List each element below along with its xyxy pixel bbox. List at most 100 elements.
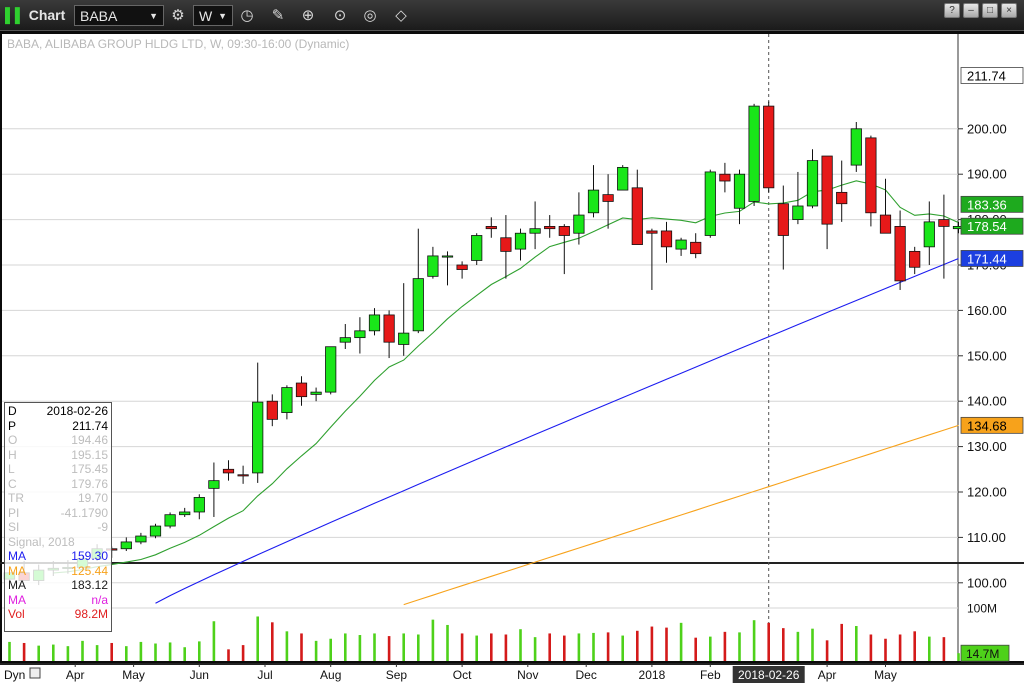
dynamic-mode-label[interactable]: Dyn <box>4 668 25 682</box>
price-chart[interactable]: 100.00 110.00 120.00 130.00 140.00 150.00 160.… <box>0 31 1024 684</box>
candle[interactable] <box>690 233 702 259</box>
eraser-icon[interactable]: ◇ <box>395 7 407 24</box>
candle[interactable] <box>354 317 366 354</box>
candle[interactable] <box>471 233 483 265</box>
crosshair-icon[interactable]: ⊙ <box>333 7 347 24</box>
symbol-value: BABA <box>80 8 118 24</box>
volume-bar <box>125 646 128 661</box>
candle-body <box>544 226 556 230</box>
candle[interactable] <box>281 385 293 420</box>
candle[interactable] <box>558 224 570 275</box>
candle[interactable] <box>441 251 454 286</box>
candle[interactable] <box>821 155 833 250</box>
x-tick-label: May <box>122 668 145 682</box>
volume-pane[interactable] <box>2 564 958 661</box>
candle[interactable] <box>135 532 147 545</box>
candle[interactable] <box>675 237 687 256</box>
candle[interactable] <box>879 178 892 234</box>
volume-bar <box>752 620 756 661</box>
symbol-input[interactable]: BABA ▼ <box>74 5 164 26</box>
candle[interactable] <box>149 523 162 539</box>
candle[interactable] <box>208 462 220 517</box>
candle-body <box>339 337 351 343</box>
volume-bar <box>329 638 332 661</box>
dropdown-icon[interactable]: ▼ <box>218 11 227 21</box>
candle[interactable] <box>573 192 585 245</box>
volume-bar <box>314 640 318 661</box>
candle[interactable] <box>295 376 308 406</box>
candle[interactable] <box>923 201 935 265</box>
pencil-icon[interactable]: ✎ <box>271 7 285 24</box>
candle[interactable] <box>222 460 235 481</box>
candle[interactable] <box>485 217 497 238</box>
price-axis <box>958 34 1024 661</box>
candle[interactable] <box>368 308 381 336</box>
candle[interactable] <box>748 103 760 206</box>
candle[interactable] <box>792 171 804 225</box>
candle[interactable] <box>587 165 600 218</box>
candle[interactable] <box>514 228 527 261</box>
candle[interactable] <box>325 346 337 395</box>
candle[interactable] <box>806 149 819 209</box>
clock-icon[interactable]: ◷ <box>240 7 254 24</box>
candle-body <box>529 228 541 234</box>
data-window-label: MA <box>8 592 26 607</box>
candle[interactable] <box>733 169 746 225</box>
candle[interactable] <box>836 160 848 222</box>
candle[interactable] <box>398 283 410 356</box>
candle[interactable] <box>456 261 468 279</box>
candle-body <box>295 382 308 398</box>
interval-select[interactable]: W ▼ <box>193 5 233 26</box>
candle[interactable] <box>164 512 176 529</box>
maximize-button[interactable]: □ <box>982 3 998 18</box>
data-window-label: C <box>8 476 17 491</box>
candle[interactable] <box>646 228 658 290</box>
candle[interactable] <box>704 169 716 238</box>
candle[interactable] <box>631 169 643 245</box>
candle[interactable] <box>617 165 629 191</box>
candle[interactable] <box>120 537 132 552</box>
dropdown-icon[interactable]: ▼ <box>149 11 158 21</box>
candle[interactable] <box>777 185 789 270</box>
candle[interactable] <box>339 324 351 349</box>
price-pane[interactable] <box>2 34 958 562</box>
candle[interactable] <box>894 210 906 290</box>
candle[interactable] <box>500 215 512 279</box>
mode-icon[interactable] <box>29 667 41 679</box>
candle[interactable] <box>252 362 264 483</box>
x-tick-label: Dec <box>576 668 597 682</box>
magnet-icon[interactable]: ◎ <box>363 7 377 24</box>
candle-body <box>646 230 658 234</box>
candle[interactable] <box>865 135 877 227</box>
data-window-label: MA <box>8 549 26 563</box>
data-window-value: 125.44 <box>71 563 108 578</box>
help-button[interactable]: ? <box>944 3 960 18</box>
candle[interactable] <box>383 310 395 359</box>
candle[interactable] <box>412 228 424 334</box>
candle[interactable] <box>909 246 921 275</box>
zoom-icon[interactable]: ⊕ <box>301 7 315 24</box>
candle[interactable] <box>529 201 541 250</box>
candle[interactable] <box>310 387 322 402</box>
candle[interactable] <box>179 507 191 517</box>
candle-body <box>617 166 629 191</box>
candle[interactable] <box>719 162 731 193</box>
candle[interactable] <box>237 465 249 484</box>
candle-body <box>412 278 424 332</box>
candle[interactable] <box>427 246 439 279</box>
candle[interactable] <box>193 494 205 520</box>
data-window-value: n/a <box>91 592 108 607</box>
data-window-row: O 194.46 <box>8 433 108 448</box>
close-button[interactable]: × <box>1001 3 1017 18</box>
settings-icon[interactable]: ⚙ <box>171 7 185 24</box>
candle[interactable] <box>602 174 614 229</box>
candle[interactable] <box>660 221 673 263</box>
candle[interactable] <box>850 121 862 172</box>
candle[interactable] <box>266 394 278 427</box>
volume-bar <box>344 633 347 661</box>
minimize-button[interactable]: – <box>963 3 979 18</box>
candle[interactable] <box>544 215 556 238</box>
candle[interactable] <box>763 101 775 193</box>
candle[interactable] <box>938 194 950 279</box>
data-window-value: 159.30 <box>71 549 108 563</box>
